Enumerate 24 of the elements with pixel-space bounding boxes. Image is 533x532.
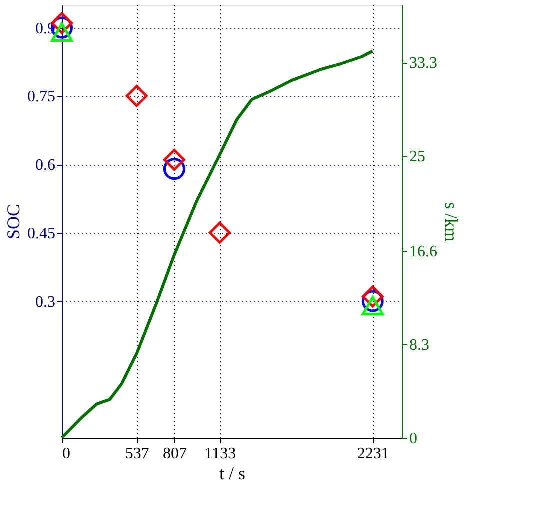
point xyxy=(163,158,186,180)
y2-tick-label: 8.3 xyxy=(410,336,430,354)
x-tick-label: 0 xyxy=(62,446,70,462)
x-tick-label: 537 xyxy=(125,446,150,462)
point xyxy=(362,296,384,316)
line-series xyxy=(60,50,374,440)
point xyxy=(163,148,186,171)
point xyxy=(208,222,231,244)
point xyxy=(126,85,148,108)
y2-axis-title: s /km xyxy=(442,202,462,242)
y2-tick-label: 0 xyxy=(410,430,418,448)
y2-tick-label: 33.3 xyxy=(410,55,438,72)
y-axis-title: SOC xyxy=(4,204,24,240)
y2-tick-label: 16.6 xyxy=(410,243,438,260)
y-tick-label: 0.6 xyxy=(36,157,56,174)
y-tick-label: 0.75 xyxy=(28,88,56,106)
y-tick-label: 0.3 xyxy=(36,294,56,311)
x-tick-label: 2231 xyxy=(357,446,390,462)
x-tick-label: 807 xyxy=(162,446,187,462)
y-tick-label: 0.45 xyxy=(28,225,56,242)
point xyxy=(362,286,384,308)
y2-tick-label: 25 xyxy=(410,148,426,166)
x-tick-label: 1133 xyxy=(204,446,236,462)
x-axis-title: t / s xyxy=(219,464,246,484)
